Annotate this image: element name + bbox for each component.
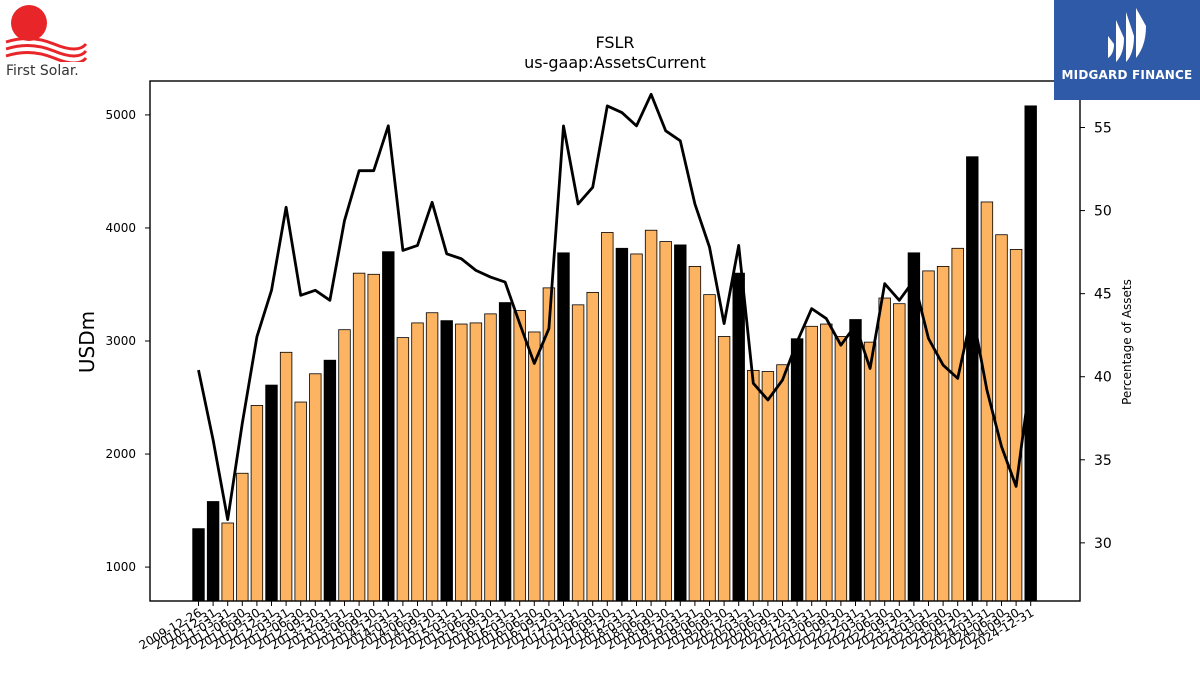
bar-29 [615, 247, 629, 602]
y2-tick-label-1: 35 [1094, 453, 1112, 469]
bar-55 [995, 234, 1008, 602]
bar-30 [630, 253, 643, 602]
bar-27 [586, 291, 599, 602]
bar-31 [644, 229, 658, 602]
first-solar-logo: First Solar. [0, 0, 100, 90]
bar-7 [294, 401, 307, 602]
bar-3 [236, 472, 249, 602]
y2-tick-label-5: 55 [1094, 121, 1112, 137]
bar-21 [498, 302, 512, 602]
y2-axis-label: Percentage of Assets [1120, 279, 1134, 405]
bar-43 [820, 323, 833, 602]
chart-subtitle: us-gaap:AssetsCurrent [524, 53, 706, 72]
bar-9 [323, 359, 337, 602]
y2-tick-label-2: 40 [1094, 370, 1112, 386]
bar-49 [907, 252, 921, 602]
y-tick-label-1: 2000 [105, 447, 136, 461]
bar-46 [863, 341, 877, 602]
bar-28 [601, 232, 614, 602]
bar-57 [1024, 105, 1037, 602]
bar-33 [674, 244, 687, 602]
sun-logo-icon [5, 5, 88, 65]
bar-35 [703, 294, 716, 602]
midgard-finance-wordmark: MIDGARD FINANCE [1061, 68, 1193, 82]
bar-14 [396, 337, 410, 602]
y2-tick-label-3: 45 [1094, 287, 1112, 303]
bar-42 [805, 325, 818, 602]
bar-19 [469, 322, 483, 602]
y-tick-label-0: 1000 [105, 560, 136, 574]
bar-25 [557, 252, 570, 602]
y-tick-label-3: 4000 [105, 221, 136, 235]
y-axis-label: USDm [75, 311, 99, 373]
bar-6 [279, 351, 293, 602]
bar-15 [411, 322, 424, 602]
bar-48 [893, 303, 906, 602]
chart-title: FSLR [595, 33, 634, 52]
bar-1 [206, 501, 220, 602]
midgard-finance-logo: MIDGARD FINANCE [1054, 0, 1200, 100]
bar-18 [455, 323, 468, 602]
bar-37 [732, 272, 745, 602]
bar-52 [951, 247, 964, 602]
bar-44 [834, 336, 848, 602]
bar-51 [936, 265, 950, 602]
percentage-line [197, 92, 1033, 521]
bar-16 [425, 312, 439, 602]
bar-5 [265, 384, 278, 602]
bar-4 [250, 405, 264, 602]
y2-ticks-group: 30 35 40 45 50 55 [1080, 121, 1112, 552]
bars-group [192, 105, 1037, 602]
bar-8 [309, 373, 322, 602]
bar-56 [1009, 249, 1023, 602]
y-tick-label-4: 5000 [105, 108, 136, 122]
bar-20 [484, 313, 497, 602]
bar-53 [966, 156, 979, 602]
bar-0 [192, 528, 205, 602]
y-ticks-group: 1000 2000 3000 4000 5000 [105, 108, 150, 574]
bar-26 [571, 304, 585, 602]
bar-39 [761, 371, 775, 602]
bar-32 [659, 241, 672, 602]
bar-45 [849, 319, 862, 602]
line-group [197, 92, 1033, 521]
bar-17 [440, 320, 453, 602]
bar-12 [367, 273, 380, 602]
bar-10 [338, 329, 351, 602]
bar-22 [513, 310, 526, 602]
bar-23 [528, 331, 541, 602]
midgard-emblem-icon [1108, 8, 1146, 62]
y2-tick-label-4: 50 [1094, 204, 1112, 220]
bar-36 [717, 336, 731, 602]
bar-34 [688, 265, 702, 602]
bar-11 [352, 272, 366, 602]
bar-38 [747, 369, 760, 602]
bar-41 [790, 338, 804, 602]
y2-tick-label-0: 30 [1094, 536, 1112, 552]
bar-13 [382, 251, 395, 602]
first-solar-wordmark: First Solar. [6, 63, 79, 79]
y-tick-label-2: 3000 [105, 334, 136, 348]
bar-40 [776, 364, 789, 602]
bar-47 [878, 297, 891, 602]
x-ticks-group: 2009-12-262010-12-312011-03-312011-06-30… [137, 601, 1036, 652]
bar-2 [221, 522, 234, 602]
